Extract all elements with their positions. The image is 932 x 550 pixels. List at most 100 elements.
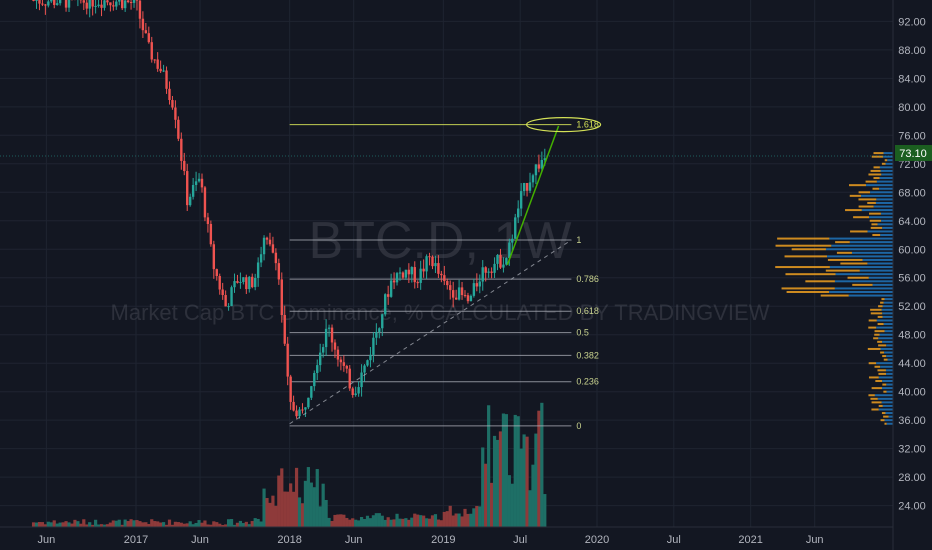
volume-bar-2: [37, 522, 42, 527]
volume-bar-152: [481, 447, 485, 527]
profile-orange-31: [870, 312, 883, 315]
price-axis[interactable]: [892, 0, 932, 550]
profile-blue-17: [876, 362, 893, 365]
profile-blue-73: [885, 162, 893, 165]
volume-bar-51: [182, 523, 186, 527]
candle-body-105: [342, 362, 346, 366]
candle-body-131: [419, 268, 422, 283]
candle-body-169: [531, 175, 535, 183]
profile-blue-72: [879, 166, 893, 169]
profile-blue-62: [875, 201, 893, 204]
candle-body-163: [514, 217, 517, 239]
candle-body-107: [348, 368, 351, 389]
candle-body-56: [197, 178, 201, 182]
x-tick-label-7: 2020: [585, 534, 609, 546]
profile-orange-18: [883, 358, 888, 361]
trend-line-green: [506, 125, 560, 266]
volume-bar-141: [448, 505, 452, 527]
candle-body-135: [431, 256, 434, 267]
profile-orange-41: [847, 276, 869, 279]
volume-bar-108: [351, 518, 355, 527]
y-tick-label-9: 60.00: [898, 244, 926, 256]
volume-bar-40: [150, 519, 154, 527]
candle-body-155: [490, 271, 493, 273]
volume-bar-98: [321, 483, 325, 527]
volume-bar-70: [238, 520, 243, 527]
candle-body-32: [126, 0, 130, 3]
candlesticks: [32, 0, 546, 419]
price-axis-background: [893, 0, 932, 550]
candle-body-98: [321, 347, 325, 353]
profile-blue-3: [885, 412, 893, 415]
profile-orange-55: [870, 226, 883, 229]
profile-orange-16: [874, 365, 881, 368]
candle-body-31: [123, 0, 127, 9]
profile-orange-33: [878, 305, 883, 308]
profile-orange-46: [827, 258, 863, 261]
candle-body-41: [153, 59, 156, 61]
volume-bar-102: [333, 514, 337, 527]
candle-body-150: [475, 283, 479, 287]
volume-bar-69: [235, 522, 240, 527]
profile-orange-45: [840, 262, 868, 265]
volume-bar-71: [241, 523, 245, 527]
candle-body-80: [268, 239, 272, 245]
volume-bar-72: [244, 521, 248, 527]
profile-orange-48: [836, 251, 852, 254]
profile-blue-68: [876, 180, 893, 183]
profile-orange-19: [882, 355, 887, 358]
volume-bar-11: [64, 521, 68, 527]
volume-bar-67: [229, 519, 234, 527]
volume-bar-164: [516, 416, 520, 527]
volume-bar-159: [501, 413, 506, 527]
volume-bar-59: [206, 524, 210, 527]
y-tick-label-13: 76.00: [898, 130, 926, 142]
y-tick-label-2: 32.00: [898, 444, 926, 456]
candle-body-136: [434, 263, 437, 267]
candle-body-5: [47, 1, 50, 6]
drawings[interactable]: [0, 117, 893, 425]
volume-bar-126: [404, 518, 408, 527]
candle-body-146: [463, 295, 467, 297]
candle-body-90: [298, 409, 301, 417]
volume-bar-103: [336, 514, 340, 527]
candle-body-30: [121, 0, 124, 9]
profile-orange-72: [873, 166, 880, 169]
volume-bar-26: [108, 522, 112, 527]
volume-bar-165: [519, 448, 523, 527]
profile-blue-66: [879, 187, 893, 190]
volume-profile: [775, 152, 893, 425]
candle-body-133: [425, 256, 428, 272]
volume-bar-55: [194, 522, 198, 527]
profile-blue-48: [851, 251, 893, 254]
price-badge-text: 73.10: [899, 148, 927, 160]
profile-orange-64: [849, 194, 861, 197]
volume-bar-30: [120, 524, 124, 527]
profile-orange-38: [781, 287, 835, 290]
candle-body-168: [528, 182, 532, 191]
volume-bar-36: [138, 521, 142, 527]
profile-blue-22: [886, 344, 893, 347]
x-tick-label-5: 2019: [431, 534, 455, 546]
profile-blue-24: [878, 337, 893, 340]
volume-bar-148: [469, 513, 473, 527]
profile-orange-70: [868, 173, 882, 176]
volume-bar-54: [191, 524, 195, 527]
candle-body-76: [256, 262, 260, 278]
profile-blue-57: [881, 219, 893, 222]
volume-bar-128: [410, 517, 414, 527]
candle-body-78: [262, 237, 266, 255]
candle-body-95: [313, 373, 316, 387]
candle-body-91: [301, 409, 304, 411]
volume-bar-81: [271, 495, 275, 527]
volume-bar-7: [52, 520, 56, 527]
fibonacci-retracement[interactable]: 0 0.236 0.382 0.5 0.618 0.786 1 1.618: [289, 120, 599, 431]
profile-orange-0: [884, 422, 887, 425]
candle-body-8: [55, 3, 59, 5]
profile-orange-23: [877, 340, 883, 343]
volume-bar-117: [377, 513, 381, 527]
profile-orange-62: [867, 201, 876, 204]
volume-bars: [31, 402, 547, 527]
volume-bar-4: [43, 524, 47, 527]
